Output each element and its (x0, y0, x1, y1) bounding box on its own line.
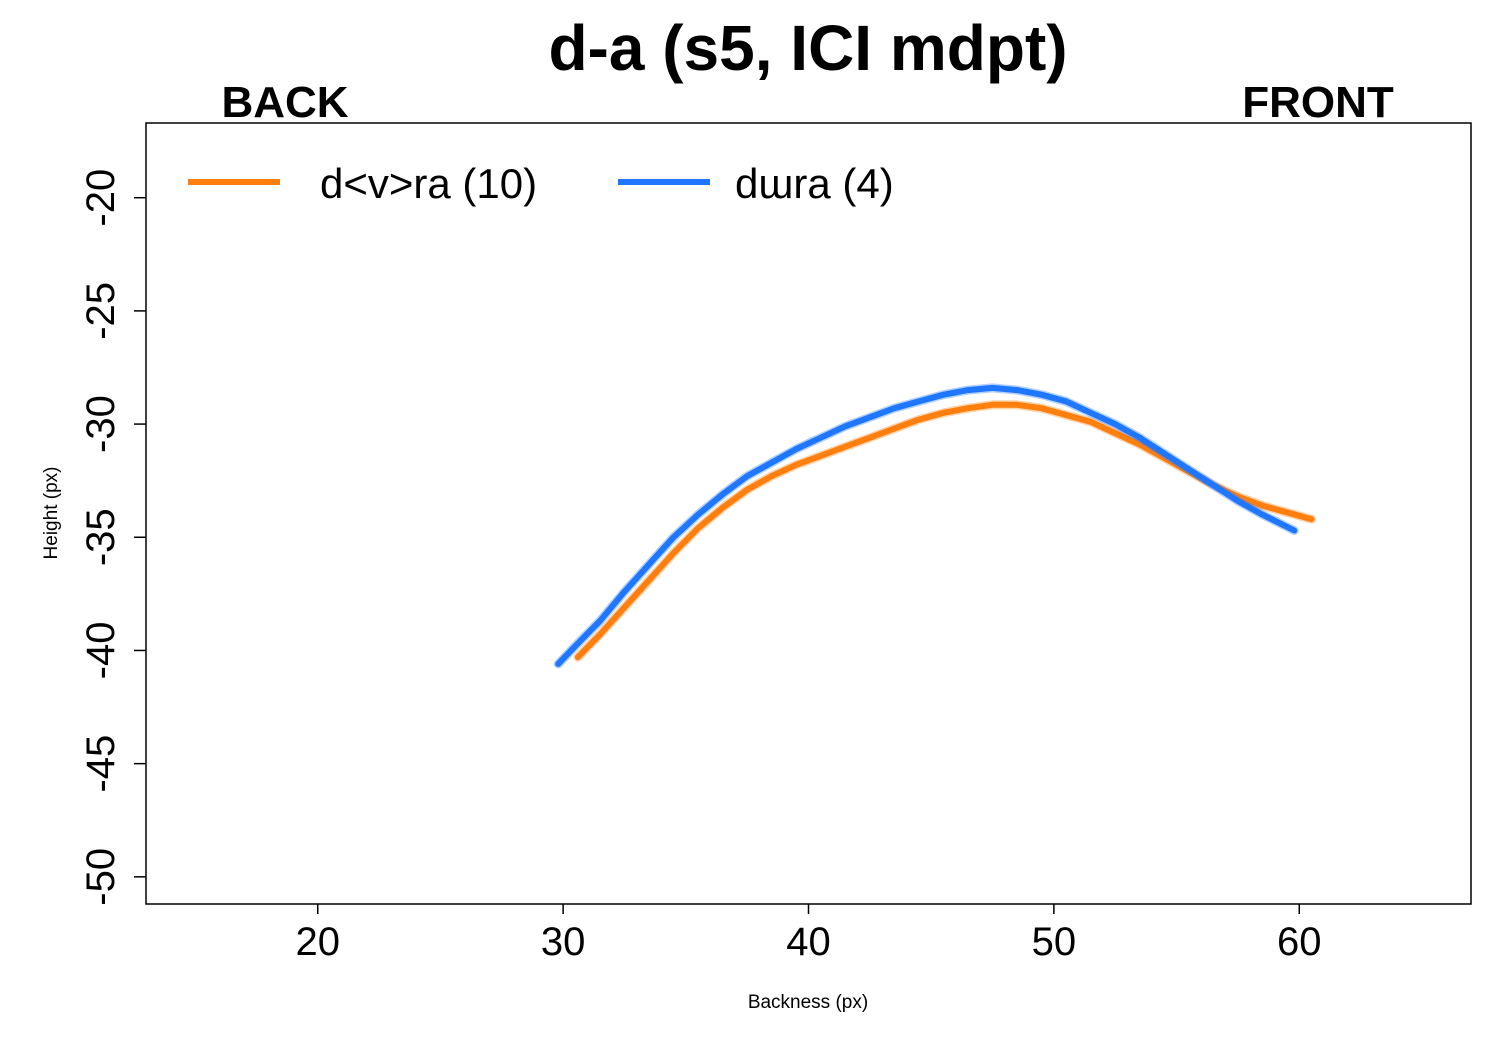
front-label: FRONT (1242, 78, 1394, 127)
series-band-2 (553, 383, 1299, 669)
series-line-2 (555, 384, 1298, 667)
y-tick-label: -30 (79, 395, 123, 453)
y-tick-label: -50 (79, 848, 123, 906)
y-tick-label: -35 (79, 508, 123, 566)
x-axis-label: Backness (px) (748, 992, 868, 1013)
x-tick-label: 60 (1277, 920, 1322, 964)
legend-label-2: dɯra (4) (735, 160, 894, 207)
series-layer (553, 383, 1316, 669)
back-label: BACK (221, 78, 348, 127)
legend-label-1: d<v>ra (10) (320, 160, 537, 207)
chart-title: d-a (s5, ICI mdpt) (548, 12, 1067, 84)
y-tick-label: -25 (79, 282, 123, 340)
legend: d<v>ra (10) dɯra (4) (188, 160, 894, 207)
y-axis: -20 -25 -30 -35 -40 -45 -50 (79, 169, 146, 906)
x-tick-label: 50 (1032, 920, 1077, 964)
x-tick-label: 20 (296, 920, 341, 964)
series-line-1 (574, 401, 1315, 661)
series-band-1 (573, 400, 1316, 662)
x-tick-label: 40 (786, 920, 831, 964)
y-tick-label: -20 (79, 169, 123, 227)
x-axis: 20 30 40 50 60 (296, 904, 1322, 964)
y-tick-label: -40 (79, 622, 123, 680)
plot-frame (145, 122, 1472, 905)
y-tick-label: -45 (79, 735, 123, 793)
y-axis-label: Height (px) (41, 467, 62, 560)
x-tick-label: 30 (541, 920, 586, 964)
